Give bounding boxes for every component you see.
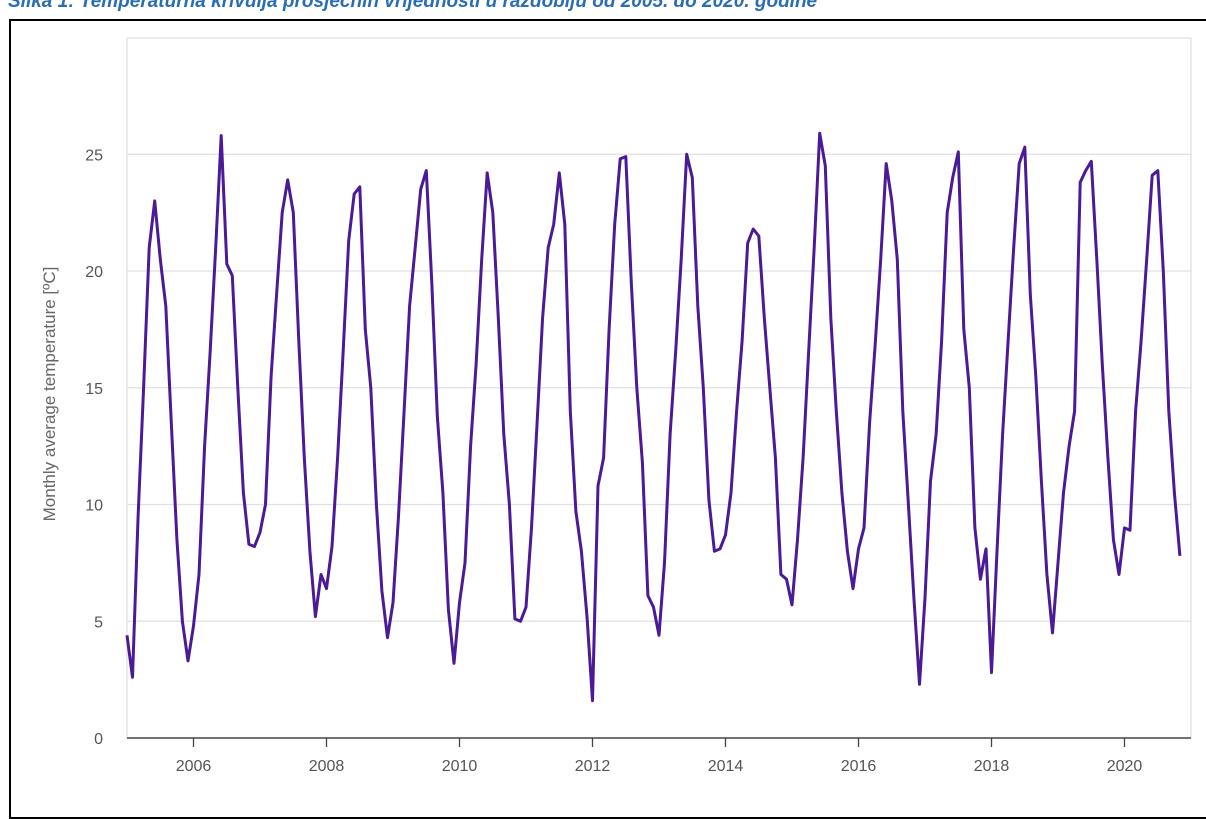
y-axis-ticks: 0 5 10 15 20 25 bbox=[85, 147, 103, 748]
x-tick-label: 2008 bbox=[309, 758, 345, 775]
x-tick-label: 2020 bbox=[1107, 758, 1143, 775]
grid-lines bbox=[126, 37, 1192, 739]
y-tick-label: 20 bbox=[85, 264, 103, 281]
x-tick-label: 2012 bbox=[575, 758, 611, 775]
series-line-0 bbox=[125, 131, 1182, 703]
y-tick-label: 0 bbox=[94, 731, 103, 748]
x-tick-label: 2014 bbox=[708, 758, 744, 775]
series-group bbox=[125, 131, 1182, 703]
x-tick-label: 2010 bbox=[442, 758, 478, 775]
y-tick-label: 15 bbox=[85, 381, 103, 398]
y-tick-label: 5 bbox=[94, 614, 103, 631]
figure-caption: Slika 1: Temperaturna krivulja prosječni… bbox=[8, 0, 818, 12]
chart-frame: 0 5 10 15 20 25 2006 2008 2010 2012 2014 2016 2018 2… bbox=[9, 19, 1206, 819]
y-axis-label: Monthly average temperature [ºC] bbox=[40, 267, 59, 522]
y-tick-label: 25 bbox=[85, 147, 103, 164]
x-tick-label: 2006 bbox=[176, 758, 212, 775]
y-tick-label: 10 bbox=[85, 498, 103, 515]
x-tick-label: 2018 bbox=[974, 758, 1010, 775]
x-tick-label: 2016 bbox=[841, 758, 877, 775]
x-axis-ticks: 2006 2008 2010 2012 2014 2016 2018 2020 bbox=[176, 738, 1143, 775]
